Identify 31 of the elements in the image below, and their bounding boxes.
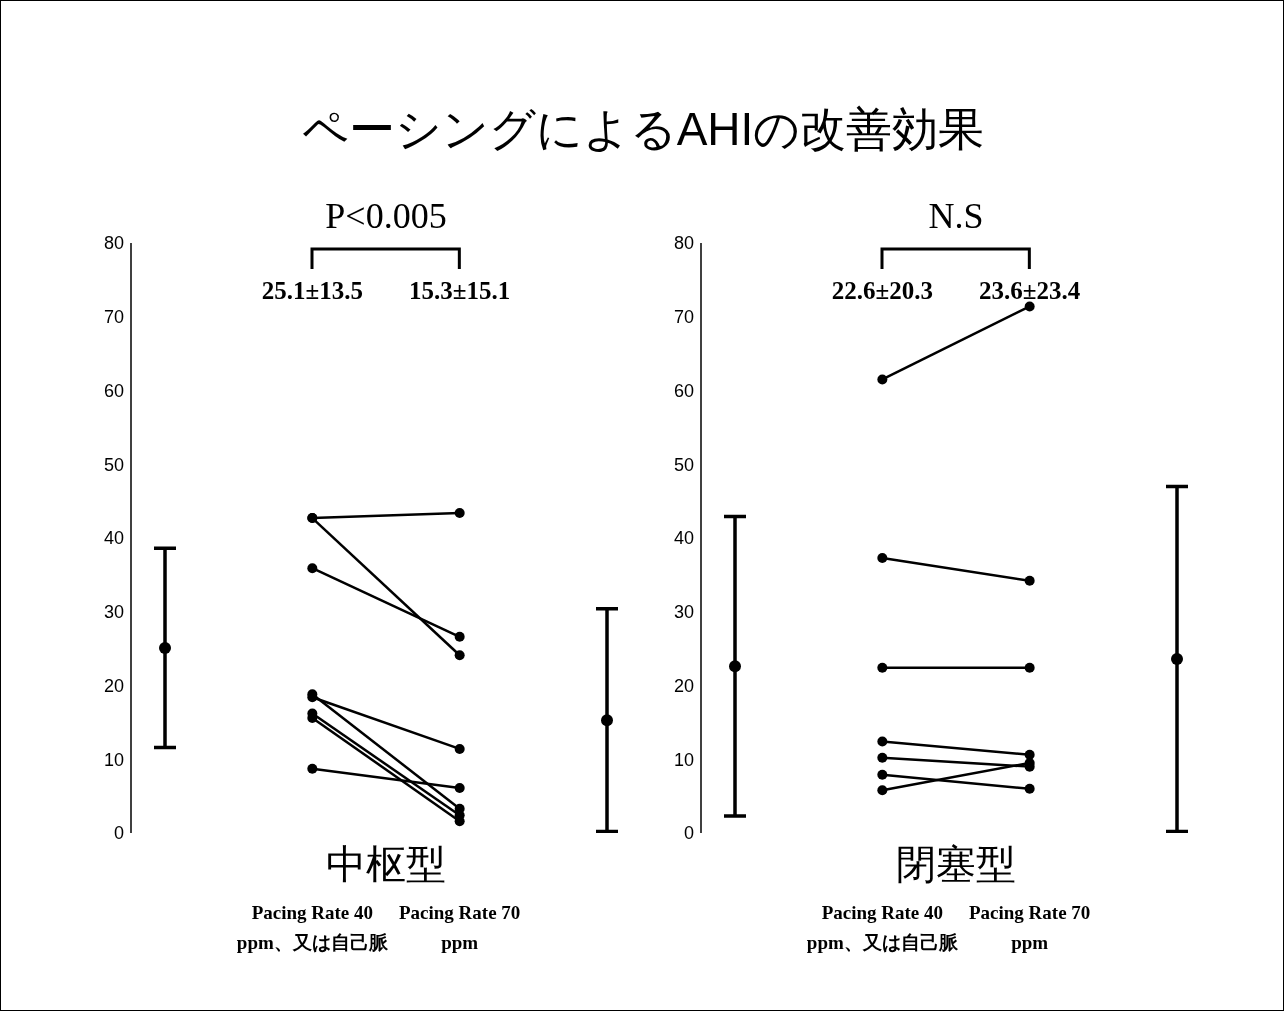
y-tick-label: 80 bbox=[103, 233, 124, 254]
annotation: 23.6±23.4 bbox=[978, 277, 1082, 305]
x-tick-label: Pacing Rate 40 ppm、又は自己脈 bbox=[806, 902, 959, 953]
y-tick-label: 50 bbox=[103, 454, 124, 475]
text: N.S bbox=[927, 195, 985, 237]
y-tick-label: 30 bbox=[673, 602, 694, 623]
y-tick-label: 50 bbox=[673, 454, 694, 475]
y-tick-label: 0 bbox=[113, 823, 124, 844]
y-tick-label: 0 bbox=[683, 823, 694, 844]
y-tick-label: 40 bbox=[103, 528, 124, 549]
chart-title: ペーシングによるAHIの改善効果 bbox=[300, 102, 986, 157]
y-tick-label: 20 bbox=[673, 675, 694, 696]
x-axis-title: 中枢型 bbox=[325, 841, 447, 888]
y-tick-label: 60 bbox=[103, 380, 124, 401]
y-tick-label: 40 bbox=[673, 528, 694, 549]
y-tick-label: 20 bbox=[103, 675, 124, 696]
annotation: 15.3±15.1 bbox=[408, 277, 512, 305]
text: P<0.005 bbox=[324, 195, 448, 237]
y-tick-label: 30 bbox=[103, 602, 124, 623]
y-tick-label: 10 bbox=[673, 749, 694, 770]
x-axis-title: 閉塞型 bbox=[895, 841, 1017, 888]
y-tick-label: 70 bbox=[103, 307, 124, 328]
annotation: 22.6±20.3 bbox=[830, 277, 934, 305]
y-tick-label: 70 bbox=[673, 307, 694, 328]
annotation: 25.1±13.5 bbox=[260, 277, 364, 305]
y-tick-label: 10 bbox=[103, 749, 124, 770]
x-tick-label: Pacing Rate 70 ppm bbox=[968, 902, 1091, 953]
x-tick-label: Pacing Rate 40 ppm、又は自己脈 bbox=[236, 902, 389, 953]
y-tick-label: 80 bbox=[673, 233, 694, 254]
y-tick-label: 60 bbox=[673, 380, 694, 401]
x-tick-label: Pacing Rate 70 ppm bbox=[398, 902, 521, 953]
